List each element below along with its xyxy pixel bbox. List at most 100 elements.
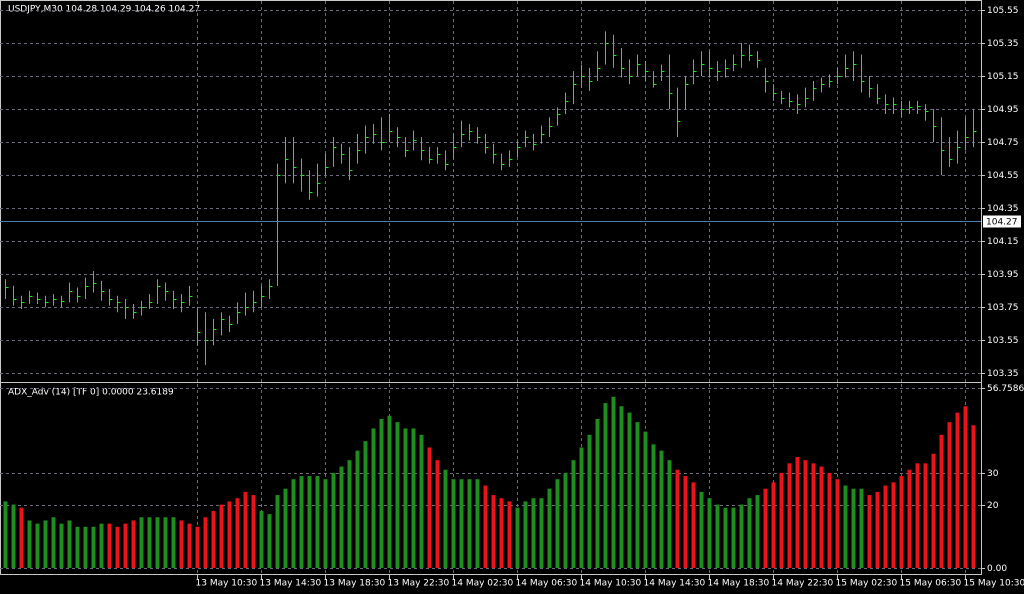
- adx-bar: [603, 403, 608, 568]
- x-tick-label: 13 May 14:30: [260, 579, 322, 589]
- adx-bar: [219, 504, 224, 568]
- adx-bar: [251, 495, 256, 568]
- adx-bar: [867, 495, 872, 568]
- y-tick-label: 104.95: [987, 105, 1019, 115]
- adx-bar: [3, 501, 8, 568]
- adx-bar: [75, 526, 80, 568]
- adx-bar: [795, 457, 800, 568]
- adx-bar: [555, 479, 560, 568]
- adx-bar: [139, 517, 144, 568]
- x-tick-label: 14 May 14:30: [644, 579, 706, 589]
- adx-bar: [563, 472, 568, 568]
- adx-bar: [443, 469, 448, 568]
- adx-bar: [835, 479, 840, 568]
- adx-bar: [803, 460, 808, 568]
- adx-bar: [283, 488, 288, 568]
- adx-bar: [267, 514, 272, 568]
- adx-bar: [755, 495, 760, 568]
- adx-bar: [147, 517, 152, 568]
- adx-bar: [571, 460, 576, 568]
- adx-bar: [467, 479, 472, 568]
- adx-bar: [619, 406, 624, 568]
- adx-bar: [43, 520, 48, 568]
- plot-frame: [0, 0, 982, 575]
- y-tick-label: 104.35: [987, 204, 1019, 214]
- adx-bar: [659, 450, 664, 568]
- y-tick-label: 104.15: [987, 237, 1019, 247]
- adx-bar: [891, 482, 896, 568]
- adx-bar: [875, 491, 880, 568]
- adx-bar: [611, 396, 616, 568]
- adx-bar: [387, 415, 392, 568]
- adx-bar: [459, 479, 464, 568]
- adx-bar: [203, 517, 208, 568]
- x-tick-label: 14 May 10:30: [580, 579, 642, 589]
- adx-bar: [211, 510, 216, 568]
- adx-bar: [315, 476, 320, 568]
- adx-bar: [675, 469, 680, 568]
- x-tick-label: 13 May 22:30: [388, 579, 450, 589]
- adx-bar: [859, 488, 864, 568]
- adx-bar: [107, 523, 112, 568]
- adx-bar: [923, 463, 928, 568]
- adx-bar: [395, 422, 400, 568]
- adx-bar: [171, 517, 176, 568]
- adx-bar: [227, 501, 232, 568]
- adx-bar: [51, 517, 56, 568]
- adx-bar: [651, 444, 656, 568]
- adx-bar: [35, 523, 40, 568]
- adx-bar: [67, 520, 72, 568]
- adx-bar: [235, 498, 240, 568]
- adx-bar: [131, 520, 136, 568]
- adx-bar: [475, 479, 480, 568]
- adx-bar: [627, 412, 632, 568]
- adx-bar: [347, 460, 352, 568]
- y-tick-label: 103.75: [987, 303, 1019, 313]
- adx-bar: [539, 498, 544, 568]
- adx-bar: [595, 418, 600, 568]
- adx-bar: [27, 520, 32, 568]
- adx-bar: [411, 428, 416, 568]
- adx-bar: [403, 428, 408, 568]
- adx-bar: [939, 434, 944, 568]
- adx-bar: [955, 412, 960, 568]
- adx-bar: [523, 501, 528, 568]
- adx-bar: [963, 406, 968, 568]
- adx-bar: [699, 491, 704, 568]
- x-tick-label: 14 May 18:30: [708, 579, 770, 589]
- adx-bar: [291, 479, 296, 568]
- adx-bar: [91, 526, 96, 568]
- adx-bar: [339, 466, 344, 568]
- adx-bar: [811, 463, 816, 568]
- adx-bar: [739, 504, 744, 568]
- indicator-title: ADX_Adv (14) [TF 0] 0.0000 23.6189: [8, 388, 174, 398]
- adx-bar: [667, 460, 672, 568]
- current-price-label: 104.27: [986, 218, 1018, 228]
- adx-bar: [827, 472, 832, 568]
- y-tick-label: 103.55: [987, 336, 1019, 346]
- adx-bar: [243, 491, 248, 568]
- adx-bar: [323, 479, 328, 568]
- adx-bar: [363, 441, 368, 568]
- x-tick-label: 15 May 10:30: [964, 579, 1024, 589]
- adx-bar: [899, 476, 904, 568]
- y-tick-label: 0.00: [987, 564, 1007, 574]
- adx-bar: [531, 498, 536, 568]
- x-tick-label: 13 May 10:30: [196, 579, 258, 589]
- y-tick-label: 103.95: [987, 270, 1019, 280]
- adx-bar: [435, 460, 440, 568]
- adx-bar: [547, 488, 552, 568]
- adx-bar: [707, 498, 712, 568]
- adx-bar: [275, 495, 280, 568]
- adx-bar: [731, 507, 736, 568]
- adx-bar: [427, 447, 432, 568]
- x-tick-label: 15 May 02:30: [836, 579, 898, 589]
- current-price-box: [983, 215, 1021, 228]
- x-tick-label: 15 May 06:30: [900, 579, 962, 589]
- adx-bar: [851, 488, 856, 568]
- adx-bar: [19, 507, 24, 568]
- y-tick-label: 56.7586: [987, 384, 1024, 394]
- adx-bar: [83, 526, 88, 568]
- adx-bar: [819, 466, 824, 568]
